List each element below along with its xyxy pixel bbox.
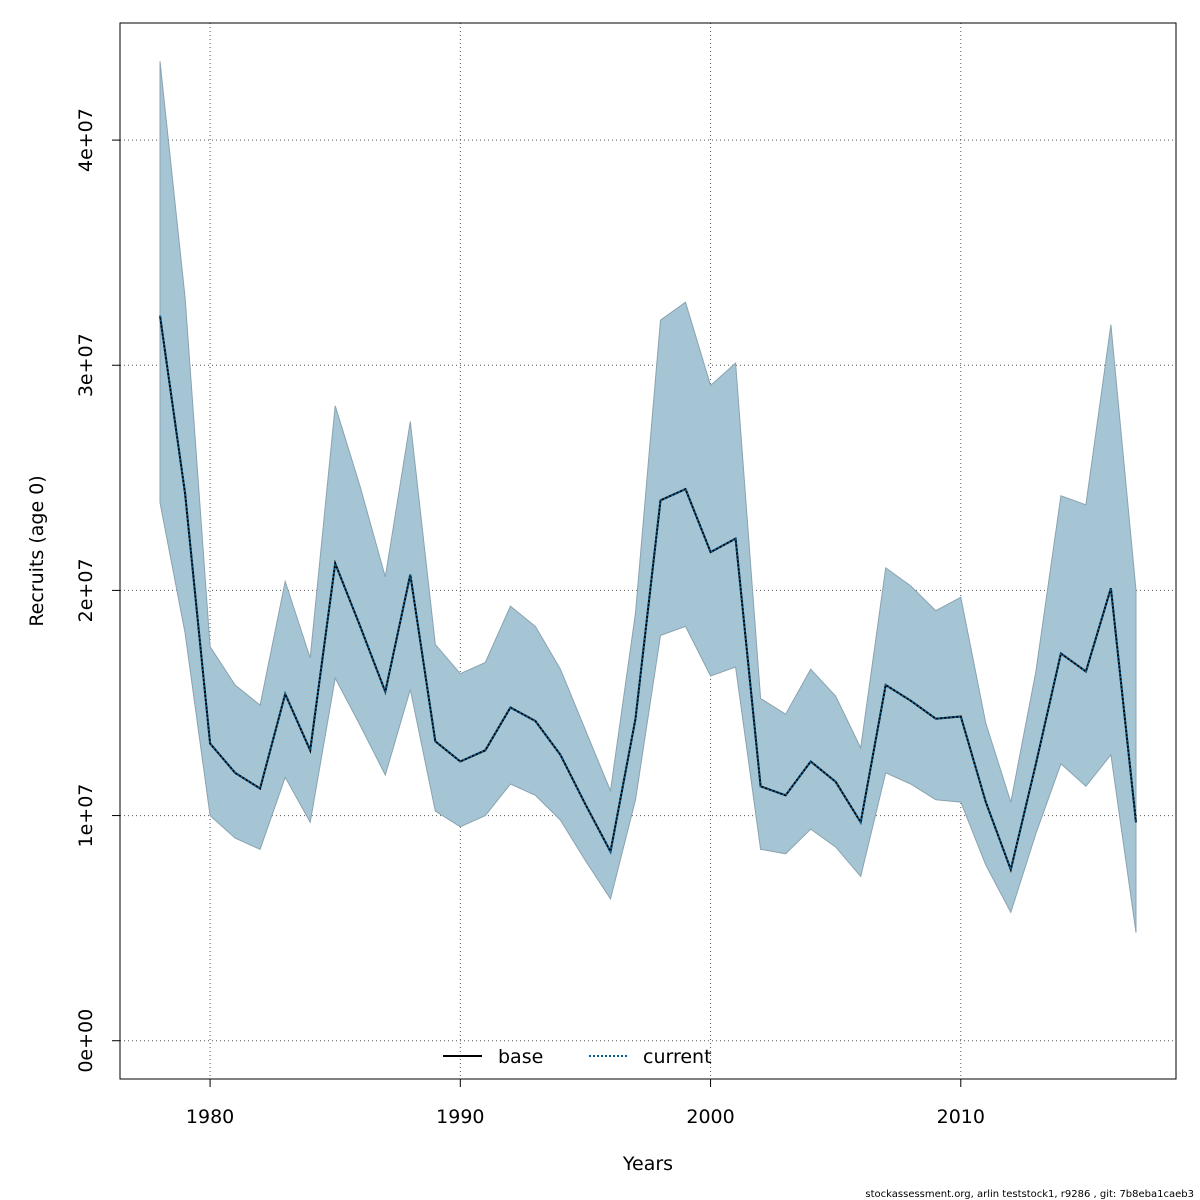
y-tick-label: 1e+07	[75, 784, 97, 848]
current-series-line	[159, 315, 1137, 874]
y-tick-label: 2e+07	[75, 558, 97, 622]
y-axis-title: Recruits (age 0)	[26, 475, 48, 626]
x-tick-label: 1980	[186, 1106, 234, 1128]
x-tick-label: 2010	[937, 1106, 985, 1128]
confidence-band	[159, 61, 1137, 933]
y-tick-label: 0e+00	[75, 1009, 97, 1073]
footer-credit: stockassessment.org, arlin teststock1, r…	[865, 1189, 1194, 1200]
x-tick-label: 1990	[436, 1106, 484, 1128]
plot-frame	[119, 22, 1177, 1080]
legend: base current	[443, 1046, 712, 1068]
legend-base-label: base	[498, 1046, 543, 1068]
x-tick-label: 2000	[686, 1106, 734, 1128]
y-tick-label: 3e+07	[75, 333, 97, 397]
legend-current-label: current	[643, 1046, 712, 1068]
x-axis: 1980 1990 2000 2010	[186, 1079, 985, 1128]
grid-lines	[120, 23, 1176, 1079]
y-axis: 0e+00 1e+07 2e+07 3e+07 4e+07	[75, 108, 120, 1073]
x-axis-title: Years	[622, 1153, 673, 1175]
y-tick-label: 4e+07	[75, 108, 97, 172]
